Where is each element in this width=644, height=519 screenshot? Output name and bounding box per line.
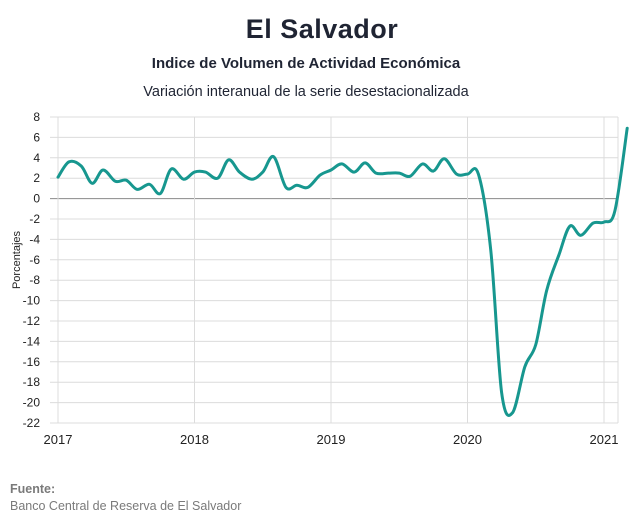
y-tick-label: 2 <box>33 171 40 185</box>
x-tick-label: 2020 <box>453 432 482 447</box>
y-tick-label: -4 <box>29 232 40 246</box>
chart-subtitle-secondary: Variación interanual de la serie desesta… <box>143 84 469 100</box>
y-tick-label: -12 <box>23 314 41 328</box>
y-tick-label: -20 <box>23 396 41 410</box>
source-text: Banco Central de Reserva de El Salvador <box>10 499 242 513</box>
y-tick-label: -10 <box>23 294 41 308</box>
x-tick-label: 2017 <box>44 432 73 447</box>
chart-subtitle: Indice de Volumen de Actividad Económica <box>151 55 461 72</box>
series-line <box>56 126 629 417</box>
y-tick-label: 8 <box>33 110 40 124</box>
y-tick-label: 6 <box>33 130 40 144</box>
x-tick-label: 2018 <box>180 432 209 447</box>
y-tick-label: -16 <box>23 355 41 369</box>
x-tick-label: 2019 <box>317 432 346 447</box>
y-tick-label: -8 <box>29 273 40 287</box>
y-tick-label: -14 <box>23 334 41 348</box>
y-tick-label: 0 <box>33 192 40 206</box>
source-label: Fuente: <box>10 482 56 496</box>
y-tick-label: -18 <box>23 375 41 389</box>
y-tick-label: -22 <box>23 416 41 430</box>
y-tick-label: -2 <box>29 212 40 226</box>
y-tick-label: 4 <box>33 151 40 165</box>
y-tick-label: -6 <box>29 253 40 267</box>
chart-title: El Salvador <box>245 14 399 44</box>
y-axis-label: Porcentajes <box>11 230 23 289</box>
x-tick-label: 2021 <box>590 432 619 447</box>
